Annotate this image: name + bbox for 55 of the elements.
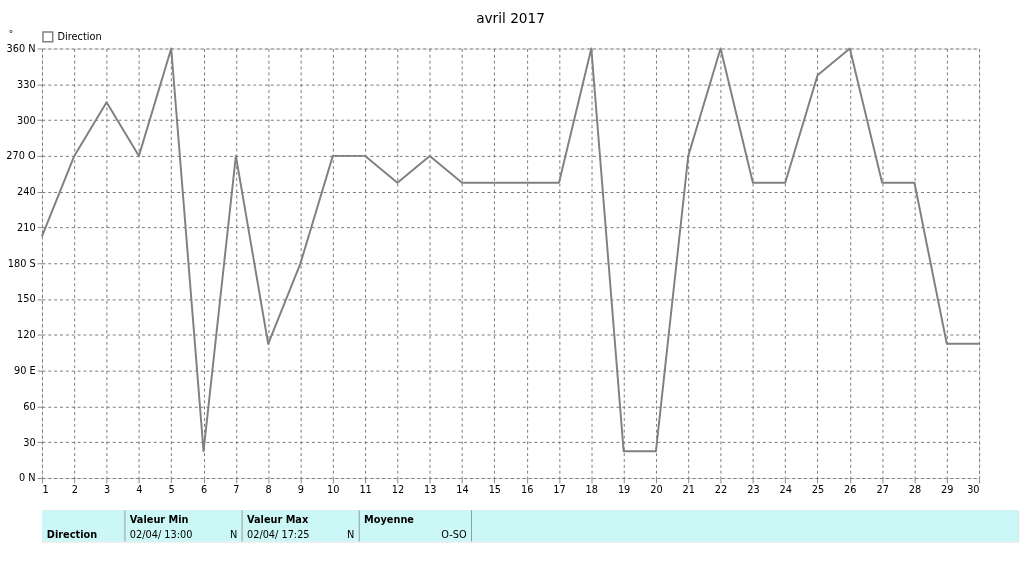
x-tick-label: 28 <box>908 484 922 496</box>
y-tick-label: 210 <box>17 221 36 233</box>
text: 02/04/ 13:00 <box>129 528 193 540</box>
y-tick-label: 30 <box>23 436 36 448</box>
x-tick-label: 29 <box>941 484 954 496</box>
x-tick-label: 18 <box>585 484 599 496</box>
x-tick-label: 10 <box>327 484 340 496</box>
y-tick-label: 120 <box>17 329 36 341</box>
x-tick-label: 15 <box>488 484 502 496</box>
y-tick-label: 60 <box>23 400 36 412</box>
x-tick-label: 25 <box>811 484 825 496</box>
x-tick-label: 26 <box>844 484 857 496</box>
legend-label: Direction <box>57 30 102 42</box>
x-tick-label: 8 <box>265 484 272 496</box>
y-axis-title: ° <box>8 29 14 40</box>
x-tick-label: 27 <box>876 484 889 496</box>
chart-title: avril 2017 <box>476 10 545 27</box>
x-tick-label: 17 <box>553 484 566 496</box>
text: N <box>229 528 238 540</box>
x-tick-label: 24 <box>779 484 792 496</box>
y-tick-label: 300 <box>17 114 36 126</box>
x-tick-label: 11 <box>359 484 372 496</box>
x-tick-label: 7 <box>233 484 240 496</box>
x-tick-label: 30 <box>967 484 980 496</box>
x-tick-label: 5 <box>168 484 175 496</box>
x-tick-label: 21 <box>682 484 695 496</box>
x-tick-label: 13 <box>424 484 437 496</box>
x-tick-label: 2 <box>71 484 78 496</box>
text: Direction <box>46 528 98 540</box>
x-tick-label: 14 <box>456 484 469 496</box>
y-tick-label: 150 <box>17 293 36 305</box>
text: O-SO <box>441 528 467 540</box>
y-tick-label: 330 <box>17 78 36 90</box>
x-tick-label: 19 <box>617 484 631 496</box>
x-tick-label: 9 <box>297 484 305 496</box>
y-tick-label: 270 O <box>6 150 36 162</box>
x-tick-label: 3 <box>103 484 111 496</box>
x-tick-label: 6 <box>200 484 208 496</box>
text: Valeur Min <box>129 513 189 525</box>
text: 02/04/ 17:25 <box>246 528 310 540</box>
y-tick-label: 180 S <box>7 257 36 269</box>
text: Valeur Max <box>246 513 309 525</box>
text: Moyenne <box>364 513 415 525</box>
text: N <box>347 528 355 540</box>
y-tick-label: 0 N <box>19 472 36 484</box>
x-tick-label: 12 <box>391 484 405 496</box>
x-tick-label: 20 <box>650 484 663 496</box>
y-tick-label: 90 E <box>13 365 36 377</box>
x-tick-label: 23 <box>747 484 760 496</box>
y-tick-label: 360 N <box>6 42 36 54</box>
x-tick-label: 22 <box>714 484 728 496</box>
x-tick-label: 4 <box>136 484 143 496</box>
y-tick-label: 240 <box>17 186 36 198</box>
x-tick-label: 16 <box>520 484 534 496</box>
x-tick-label: 1 <box>42 484 49 496</box>
